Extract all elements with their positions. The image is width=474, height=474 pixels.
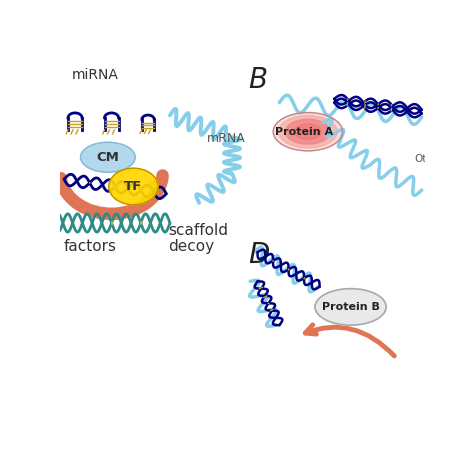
Text: CM: CM — [96, 151, 119, 164]
Ellipse shape — [273, 112, 343, 151]
Text: D: D — [248, 241, 270, 269]
Text: miRNA: miRNA — [72, 68, 118, 82]
Text: B: B — [248, 66, 267, 94]
Ellipse shape — [315, 289, 386, 325]
Text: TF: TF — [124, 180, 143, 193]
Text: Othe: Othe — [414, 154, 440, 164]
Ellipse shape — [285, 119, 330, 144]
Ellipse shape — [81, 142, 135, 172]
Text: decoy: decoy — [168, 239, 214, 255]
Text: scaffold: scaffold — [168, 223, 228, 238]
Text: Protein B: Protein B — [322, 302, 380, 312]
Text: Protein A: Protein A — [275, 127, 333, 137]
Ellipse shape — [278, 115, 337, 148]
Text: mRNA: mRNA — [206, 132, 245, 145]
Text: factors: factors — [64, 239, 117, 255]
Ellipse shape — [109, 168, 158, 205]
Ellipse shape — [294, 124, 322, 139]
